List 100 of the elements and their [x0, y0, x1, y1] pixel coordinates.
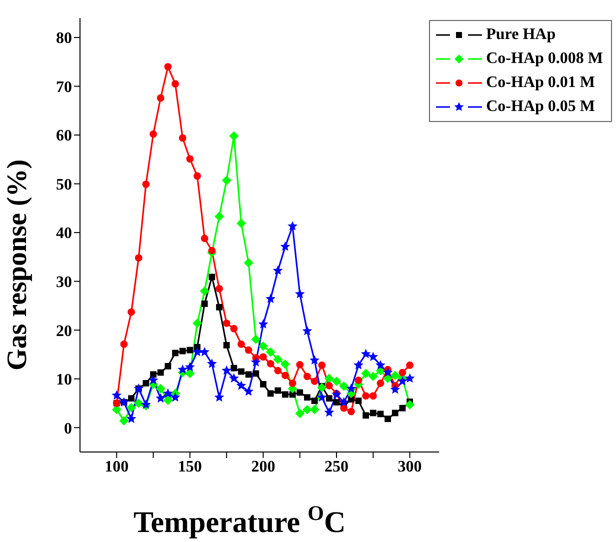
legend-label: Co-HAp 0.05 M — [486, 98, 595, 116]
point — [238, 368, 244, 375]
point — [134, 254, 142, 262]
point — [295, 408, 305, 418]
point — [310, 404, 320, 414]
point — [302, 326, 312, 336]
point — [370, 410, 376, 416]
point — [362, 412, 370, 419]
point — [216, 304, 222, 310]
y-tick-label: 70 — [56, 78, 72, 96]
point — [405, 400, 414, 410]
y-tick-label: 0 — [64, 420, 72, 438]
point — [186, 346, 194, 354]
point — [251, 334, 261, 344]
point — [304, 394, 310, 401]
point — [354, 360, 364, 370]
x-axis-title: Temperature $^{O}$C — [133, 501, 346, 539]
point — [282, 391, 288, 398]
point — [208, 246, 216, 254]
point — [274, 366, 282, 374]
point — [228, 373, 239, 383]
point — [120, 340, 128, 348]
point — [200, 234, 208, 242]
point — [390, 384, 400, 394]
point — [362, 392, 370, 400]
x-tick-label: 200 — [251, 458, 276, 476]
point — [383, 374, 393, 384]
point — [164, 362, 172, 370]
point — [192, 318, 202, 328]
point — [266, 360, 274, 368]
point — [294, 288, 305, 298]
point — [157, 369, 164, 376]
point — [163, 396, 173, 406]
point — [163, 388, 173, 398]
point — [184, 362, 195, 372]
legend-label: Co-HAp 0.01 M — [486, 74, 595, 92]
point — [317, 382, 327, 392]
point — [186, 155, 194, 163]
point — [250, 357, 261, 366]
y-tick-label: 50 — [56, 176, 72, 194]
point — [126, 414, 136, 424]
point — [222, 365, 232, 375]
point — [222, 176, 232, 186]
point — [347, 408, 355, 416]
point — [194, 172, 201, 180]
point — [236, 380, 246, 390]
x-tick-label: 300 — [398, 458, 422, 476]
point — [172, 80, 179, 88]
point — [310, 355, 320, 365]
point — [192, 346, 202, 356]
point — [223, 342, 230, 348]
point — [134, 398, 144, 408]
point — [201, 300, 208, 307]
point — [303, 372, 311, 380]
point — [399, 404, 406, 412]
y-axis-title: Gas response (%) — [2, 159, 33, 371]
point — [280, 242, 290, 251]
point — [355, 398, 362, 404]
point — [376, 380, 384, 387]
point — [258, 319, 268, 328]
point — [222, 320, 230, 327]
point — [332, 376, 342, 386]
y-tick-label: 10 — [56, 372, 72, 389]
point — [274, 387, 282, 394]
point — [178, 134, 186, 142]
y-tick-label: 80 — [56, 30, 72, 48]
point — [142, 380, 150, 386]
x-tick-label: 150 — [178, 458, 202, 476]
point — [392, 410, 398, 416]
point — [229, 131, 239, 141]
point — [112, 390, 122, 400]
point — [179, 348, 186, 354]
point — [156, 393, 166, 403]
point — [172, 350, 178, 356]
y-tick-label: 20 — [56, 322, 72, 340]
point — [288, 221, 298, 230]
point — [361, 368, 371, 378]
point — [325, 382, 333, 390]
point — [230, 364, 238, 372]
point — [156, 384, 166, 394]
point — [252, 370, 260, 377]
point — [258, 341, 268, 351]
point — [244, 386, 254, 396]
point — [272, 265, 283, 275]
point — [273, 354, 283, 364]
point — [310, 378, 318, 385]
point — [216, 284, 223, 292]
point — [244, 346, 252, 354]
point — [288, 380, 296, 387]
point — [296, 361, 304, 368]
point — [398, 368, 406, 376]
point — [318, 362, 326, 369]
point — [128, 308, 135, 316]
point — [206, 358, 217, 368]
point — [390, 370, 400, 380]
point — [404, 373, 415, 383]
legend-label: Pure HAp — [486, 26, 556, 44]
point — [260, 381, 266, 388]
point — [230, 324, 238, 332]
point — [236, 218, 246, 228]
